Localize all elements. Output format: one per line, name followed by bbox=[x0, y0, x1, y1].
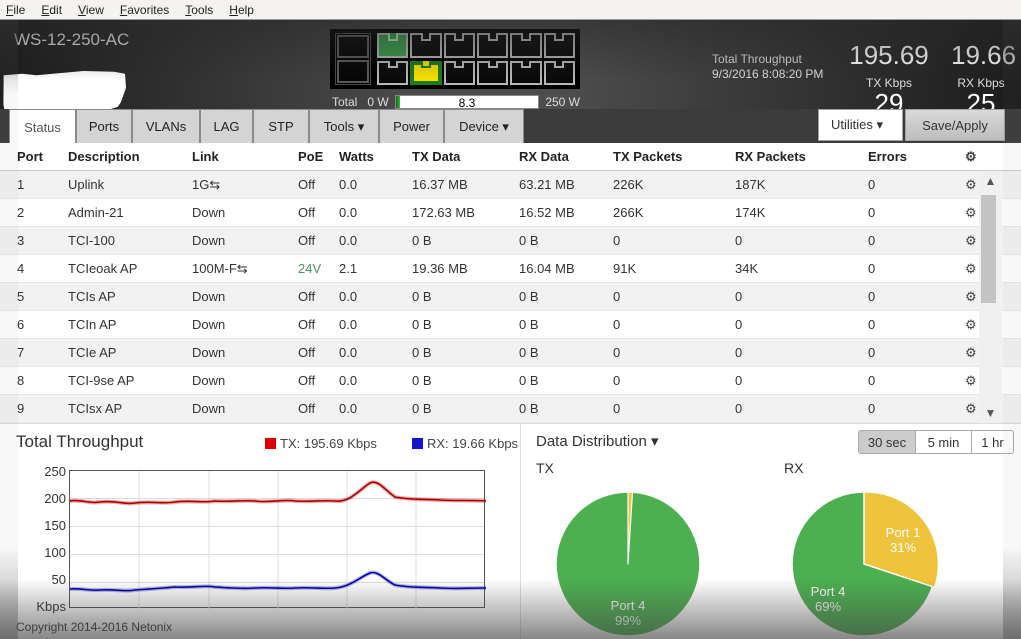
svg-text:69%: 69% bbox=[815, 599, 841, 614]
svg-text:Port 4: Port 4 bbox=[811, 584, 846, 599]
svg-text:Port 1: Port 1 bbox=[886, 525, 921, 540]
svg-text:Port 4: Port 4 bbox=[611, 598, 646, 613]
svg-text:99%: 99% bbox=[615, 613, 641, 628]
svg-text:31%: 31% bbox=[890, 540, 916, 555]
